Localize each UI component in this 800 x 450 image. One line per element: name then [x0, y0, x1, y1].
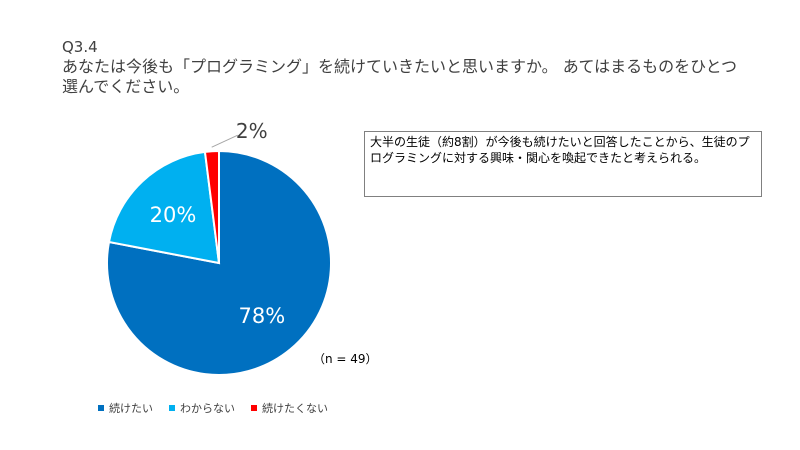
label-discontinue: 2%: [236, 119, 268, 143]
label-continue: 78%: [238, 304, 285, 328]
legend-item: 続けたくない: [251, 400, 328, 416]
question-number: Q3.4: [62, 38, 98, 56]
legend-label: 続けたい: [109, 402, 153, 415]
legend-swatch: [98, 405, 104, 411]
legend-item: わからない: [169, 400, 235, 416]
slice-unsure: [107, 150, 221, 265]
chart-legend: 続けたい わからない 続けたくない: [98, 400, 344, 416]
legend-label: わからない: [180, 402, 235, 415]
legend-swatch: [169, 405, 175, 411]
legend-item: 続けたい: [98, 400, 153, 416]
pie-slices: [106, 149, 332, 376]
note-box: 大半の生徒（約8割）が今後も続けたいと回答したことから、生徒のプログラミングに対…: [364, 131, 762, 197]
question-text: あなたは今後も「プログラミング」を続けていきたいと思いますか。 あてはまるものを…: [62, 57, 738, 96]
sample-size-label: （n = 49）: [313, 352, 378, 366]
pie-labels: 78% 20% 2%: [150, 119, 286, 328]
label-unsure: 20%: [150, 203, 197, 227]
slice-discontinue: [203, 149, 220, 264]
legend-swatch: [251, 405, 257, 411]
legend-label: 続けたくない: [262, 402, 328, 415]
question-block: Q3.4 あなたは今後も「プログラミング」を続けていきたいと思いますか。 あては…: [62, 38, 762, 97]
leader-line: [211, 134, 238, 148]
